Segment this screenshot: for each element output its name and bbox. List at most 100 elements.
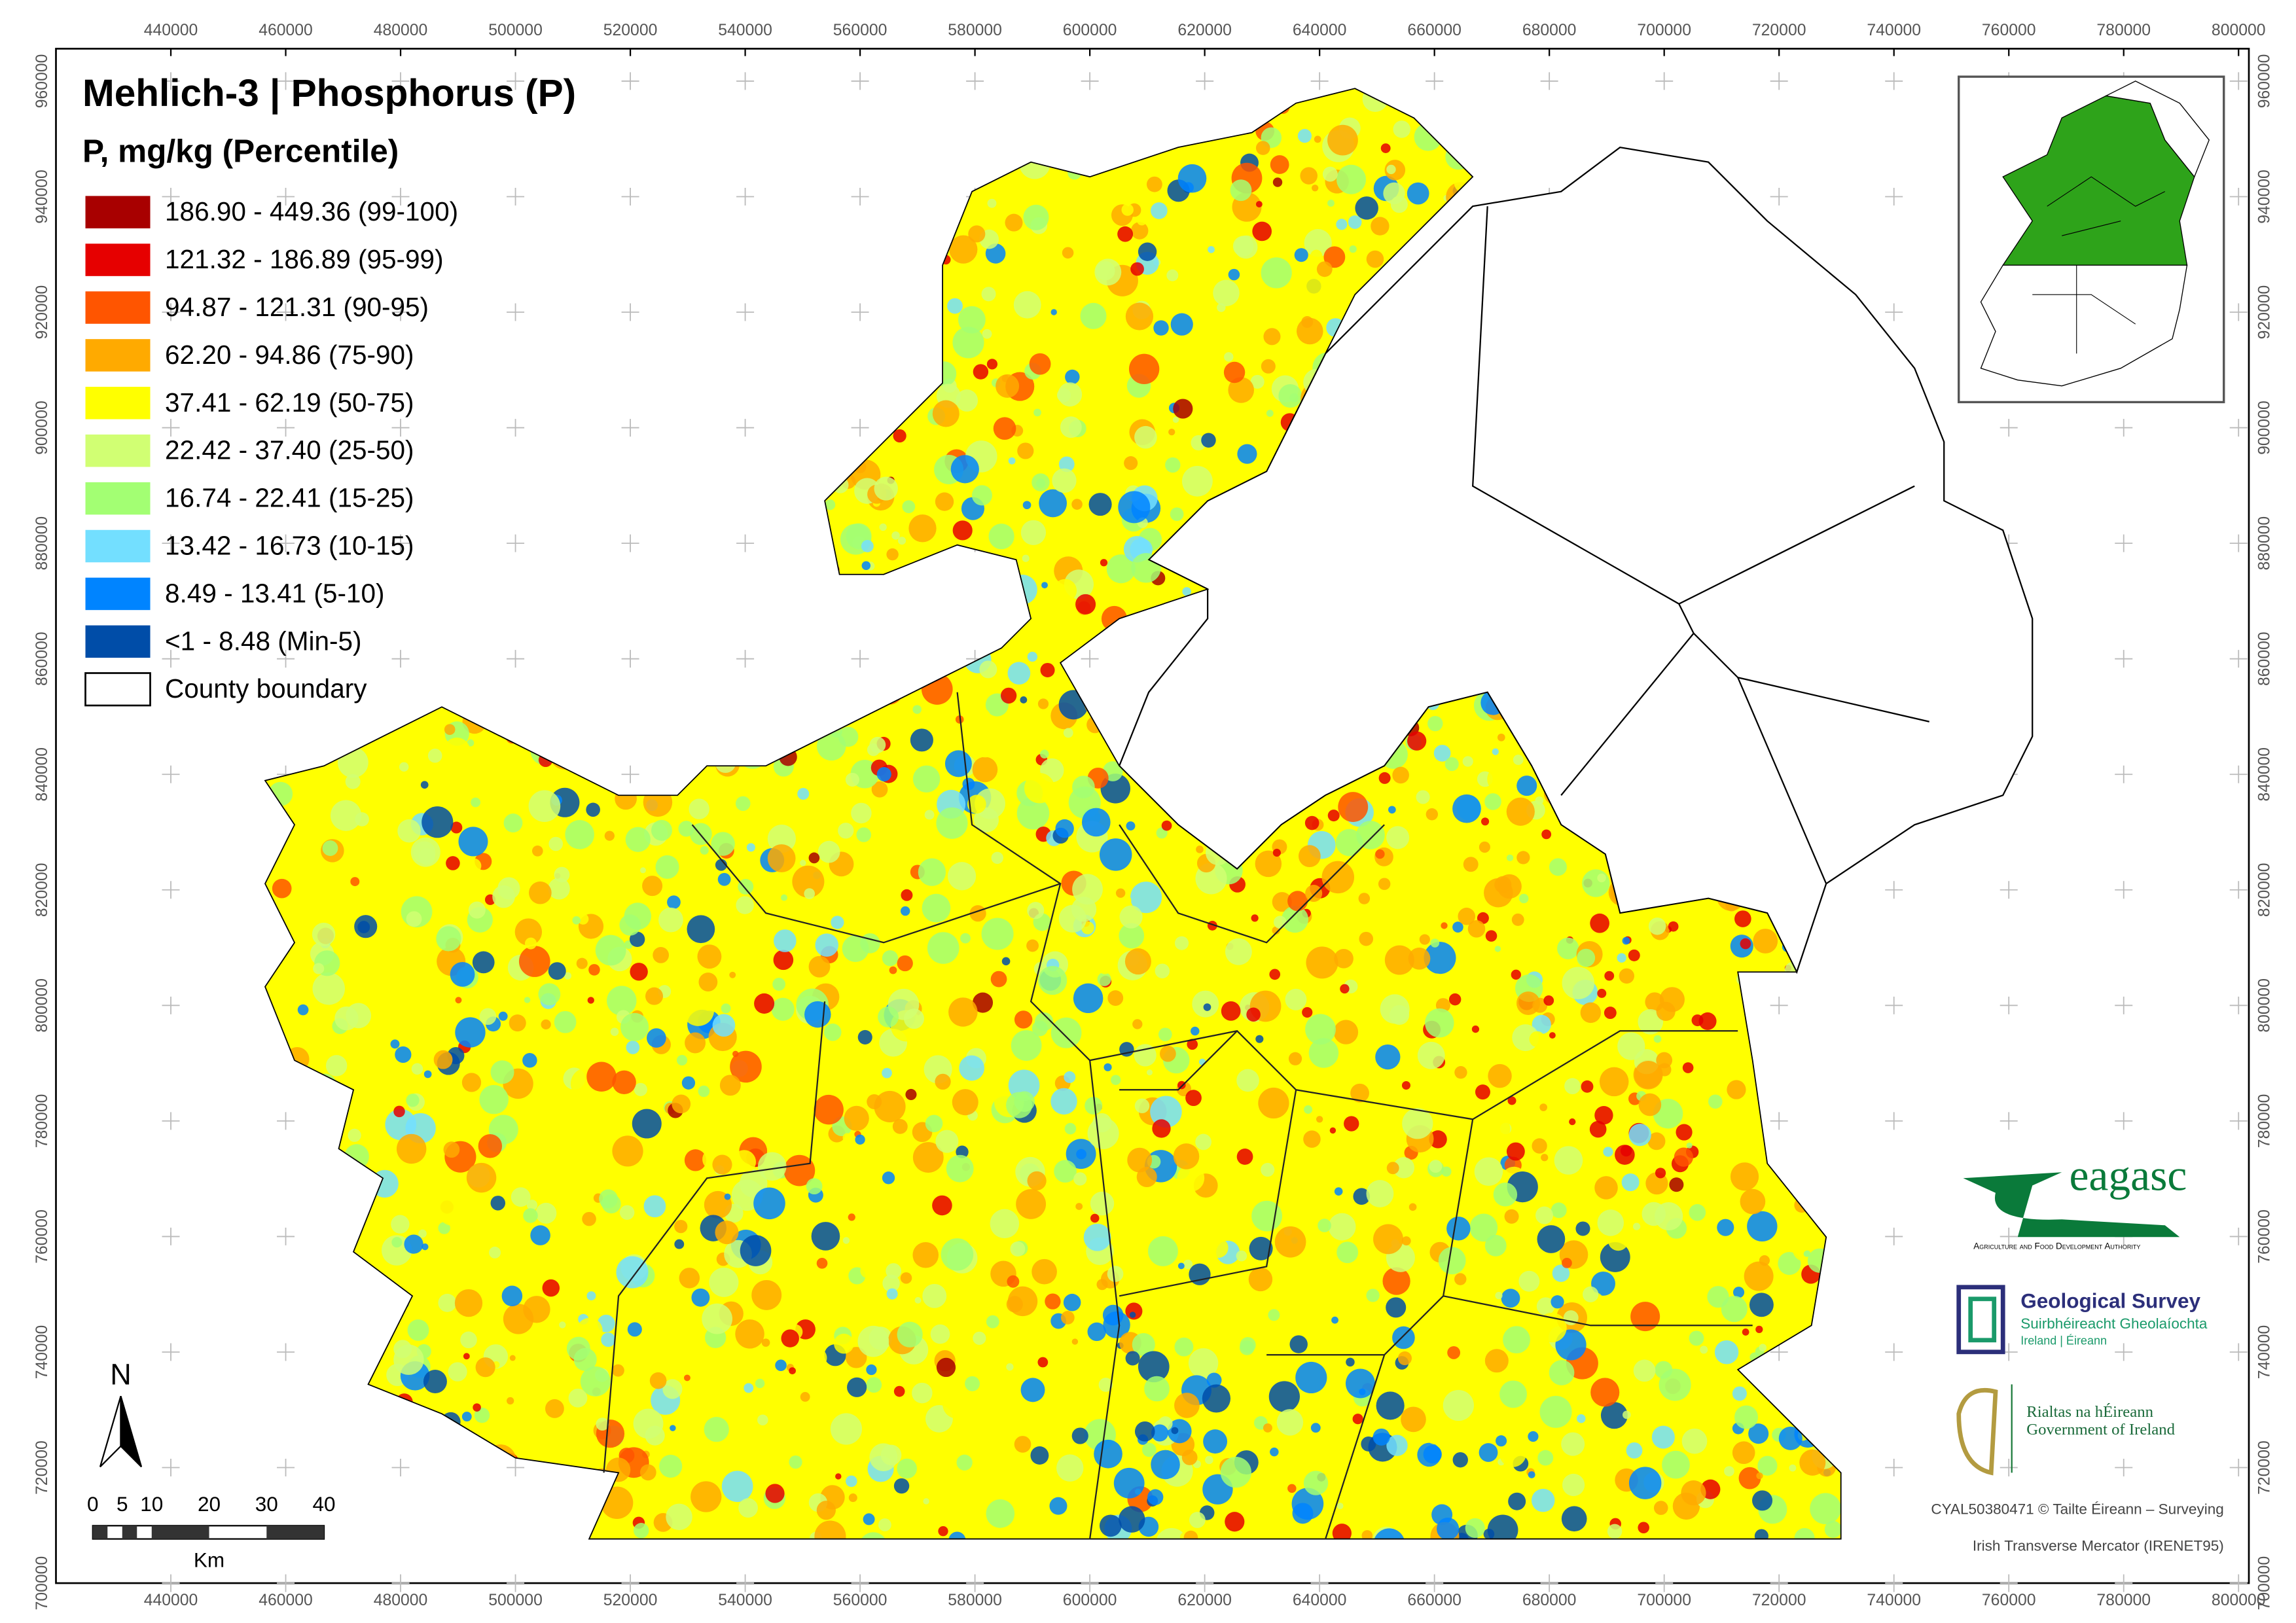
grid-cross [162,72,180,90]
raster-patch [1541,1154,1549,1162]
raster-patch [1755,1325,1763,1334]
raster-patch [740,1235,772,1266]
raster-patch [1081,808,1111,837]
easting-label-bottom: 620000 [1177,1592,1232,1609]
raster-patch [960,933,971,944]
raster-patch [1225,1512,1245,1532]
raster-patch [1496,1435,1507,1447]
raster-patch [882,1067,892,1079]
raster-patch [1617,953,1626,963]
raster-patch [981,918,1014,950]
raster-patch [1638,1093,1662,1116]
raster-patch [639,1464,656,1481]
raster-patch [855,1134,865,1145]
raster-patch [1088,493,1112,516]
raster-patch [406,1094,420,1107]
raster-patch [1103,1063,1112,1071]
raster-patch [1689,1330,1704,1346]
northing-label-right: 880000 [2255,516,2273,571]
raster-patch [1130,222,1149,240]
scale-label: 20 [198,1492,221,1516]
raster-patch [1014,1091,1035,1113]
raster-patch [1734,910,1751,927]
raster-patch [1072,874,1103,905]
raster-patch [1020,696,1028,704]
grid-cross [1540,72,1558,90]
raster-patch [847,1377,867,1397]
raster-patch [767,844,796,872]
raster-patch [918,858,946,886]
easting-label-top: 740000 [1867,22,1921,39]
raster-patch [1168,428,1175,436]
raster-patch [935,1130,959,1153]
grid-cross [1885,72,1903,90]
raster-patch [541,1443,556,1459]
raster-patch [588,964,600,976]
raster-patch [835,1473,842,1480]
grid-cross [1310,1574,1329,1592]
raster-patch [1488,1063,1512,1088]
grid-cross [2000,419,2018,437]
northing-label-left: 760000 [33,1209,51,1264]
raster-patch [757,1026,778,1047]
raster-patch [1386,1297,1407,1318]
raster-patch [1734,1405,1759,1429]
raster-patch [389,770,397,777]
raster-patch [1087,1322,1106,1342]
northing-label-left: 740000 [33,1325,51,1380]
raster-patch [312,972,345,1005]
raster-patch [1427,715,1443,732]
raster-patch [474,1407,490,1423]
raster-patch [463,1353,470,1360]
gsi-mark-inner [1968,1296,1997,1343]
raster-patch [1102,1304,1124,1326]
raster-patch [814,1520,846,1539]
raster-patch [1026,939,1039,952]
grid-cross [1770,1112,1788,1130]
grid-cross [507,303,525,321]
raster-patch [1213,279,1240,306]
raster-patch [738,1498,758,1518]
raster-patch [1597,988,1607,998]
raster-patch [764,1218,776,1230]
raster-patch [1278,384,1302,408]
raster-patch [1223,361,1246,383]
raster-patch [1378,772,1391,784]
raster-patch [1167,1419,1192,1444]
raster-patch [1185,1090,1202,1107]
raster-patch [804,888,816,899]
raster-patch [973,807,999,832]
raster-patch [1495,1292,1503,1300]
raster-patch [1408,947,1431,970]
raster-patch [1221,1001,1241,1021]
raster-patch [1121,895,1132,906]
raster-patch [1536,1297,1555,1315]
raster-patch [993,417,1016,440]
raster-patch [1308,1038,1339,1068]
raster-patch [1020,1378,1045,1402]
raster-patch [568,1388,588,1408]
raster-patch [938,1526,948,1537]
raster-patch [1083,1223,1111,1251]
raster-patch [930,1324,950,1344]
easting-label-bottom: 480000 [374,1592,428,1609]
raster-patch [1294,248,1308,262]
grid-cross [162,1227,180,1245]
raster-patch [1441,1166,1452,1177]
raster-patch [1127,1147,1153,1173]
raster-patch [1132,1118,1139,1126]
legend-label: 16.74 - 22.41 (15-25) [165,483,414,513]
grid-cross [507,534,525,552]
raster-patch [1789,1464,1797,1472]
raster-patch [672,1094,691,1114]
raster-patch [647,1028,666,1048]
raster-patch [1203,1003,1211,1011]
raster-patch [1708,1094,1723,1109]
raster-patch [967,794,986,814]
raster-patch [922,893,951,923]
raster-patch [1479,841,1490,853]
raster-patch [724,1193,731,1200]
raster-patch [1273,916,1287,929]
raster-patch [845,772,859,787]
raster-patch [908,514,937,543]
